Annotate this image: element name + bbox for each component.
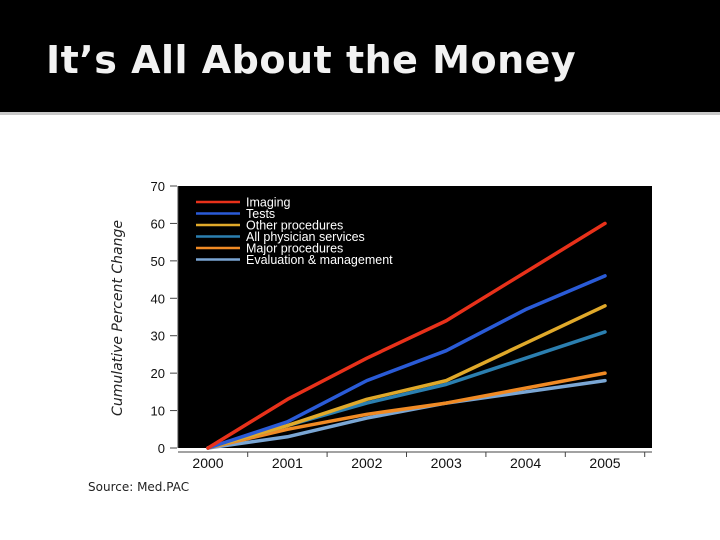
legend-label: Other procedures xyxy=(246,219,343,233)
y-tick-label: 40 xyxy=(151,291,165,306)
series-line xyxy=(206,378,607,450)
x-tick-label: 2000 xyxy=(192,455,223,471)
y-tick-label: 70 xyxy=(151,179,165,194)
series-line xyxy=(206,221,607,450)
legend-label: All physician services xyxy=(246,230,365,244)
x-tick-label: 2004 xyxy=(510,455,541,471)
y-axis-label: Cumulative Percent Change xyxy=(110,220,126,416)
y-tick-label: 10 xyxy=(151,404,165,419)
y-tick-label: 0 xyxy=(158,441,165,456)
series-line xyxy=(206,371,607,450)
title-divider xyxy=(0,112,720,115)
x-tick-label: 2002 xyxy=(351,455,382,471)
title-band: It’s All About the Money xyxy=(0,0,720,112)
x-tick-label: 2005 xyxy=(589,455,620,471)
legend-label: Imaging xyxy=(246,196,291,210)
slide-title: It’s All About the Money xyxy=(46,38,577,82)
plot-area xyxy=(178,186,652,448)
source-note: Source: Med.PAC xyxy=(88,480,190,494)
x-tick-label: 2001 xyxy=(272,455,303,471)
y-tick-label: 50 xyxy=(151,254,165,269)
series-line xyxy=(206,304,607,450)
series-line xyxy=(206,274,607,450)
x-tick-label: 2003 xyxy=(431,455,462,471)
legend-label: Evaluation & management xyxy=(246,253,393,267)
y-tick-label: 20 xyxy=(151,366,165,381)
y-tick-label: 30 xyxy=(151,329,165,344)
y-tick-label: 60 xyxy=(151,216,165,231)
legend-label: Tests xyxy=(246,207,275,221)
legend-label: Major procedures xyxy=(246,242,343,256)
